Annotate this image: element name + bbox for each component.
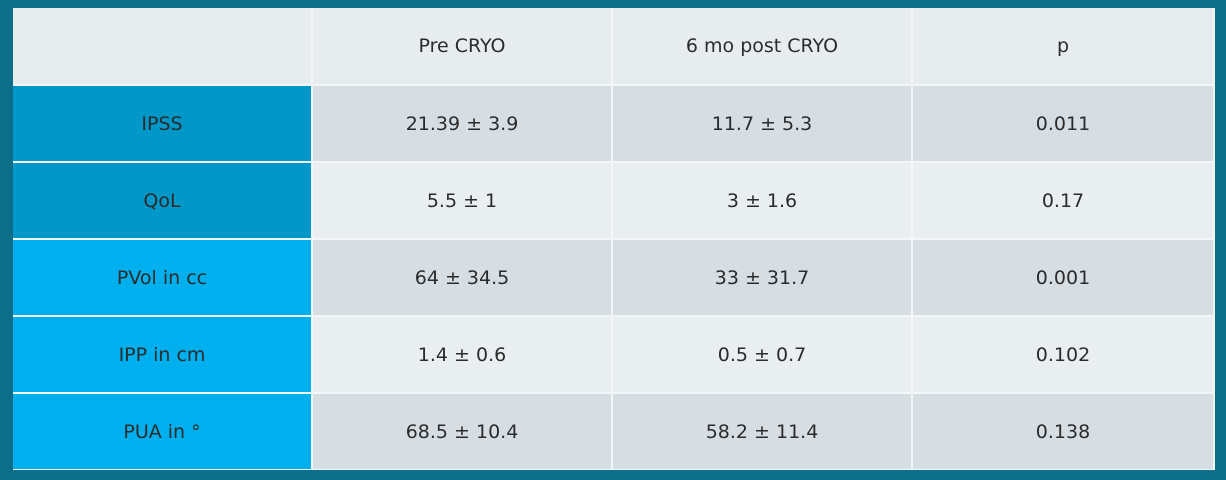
- data-cell: 21.39 ± 3.9: [313, 86, 611, 161]
- data-cell: 64 ± 34.5: [313, 240, 611, 315]
- corner-cell: [13, 8, 311, 84]
- data-cell: 0.138: [913, 394, 1213, 469]
- row-label: IPP in cm: [13, 317, 311, 392]
- header-cell: 6 mo post CRYO: [613, 8, 911, 84]
- row-label: IPSS: [13, 86, 311, 161]
- row-label: PUA in °: [13, 394, 311, 469]
- data-cell: 33 ± 31.7: [613, 240, 911, 315]
- row-label: PVol in cc: [13, 240, 311, 315]
- data-cell: 0.17: [913, 163, 1213, 238]
- data-cell: 5.5 ± 1: [313, 163, 611, 238]
- data-cell: 11.7 ± 5.3: [613, 86, 911, 161]
- data-cell: 1.4 ± 0.6: [313, 317, 611, 392]
- data-cell: 0.102: [913, 317, 1213, 392]
- data-cell: 0.5 ± 0.7: [613, 317, 911, 392]
- data-cell: 3 ± 1.6: [613, 163, 911, 238]
- header-cell: Pre CRYO: [313, 8, 611, 84]
- data-cell: 0.001: [913, 240, 1213, 315]
- data-cell: 0.011: [913, 86, 1213, 161]
- data-cell: 58.2 ± 11.4: [613, 394, 911, 469]
- row-label: QoL: [13, 163, 311, 238]
- data-cell: 68.5 ± 10.4: [313, 394, 611, 469]
- data-table: Pre CRYO 6 mo post CRYO p IPSS 21.39 ± 3.9 11…: [13, 8, 1215, 470]
- header-cell: p: [913, 8, 1213, 84]
